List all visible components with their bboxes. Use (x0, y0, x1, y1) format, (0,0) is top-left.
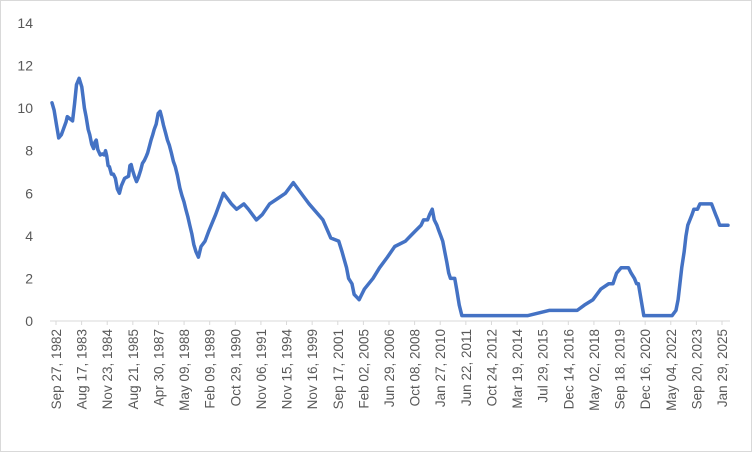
x-tick-label: Nov 16, 1999 (305, 329, 320, 409)
x-tick-label: Nov 06, 1991 (254, 329, 269, 409)
y-tick-label: 14 (17, 15, 33, 31)
x-tick-label: Jun 22, 2011 (459, 329, 474, 406)
x-tick-label: Oct 29, 1990 (228, 329, 243, 406)
x-tick-label: Jun 29, 2006 (382, 329, 397, 407)
x-tick-label: Oct 24, 2012 (484, 329, 499, 406)
x-tick-label: Aug 21, 1985 (126, 329, 141, 409)
x-tick-label: May 04, 2022 (664, 329, 679, 411)
x-tick-label: May 09, 1988 (177, 329, 192, 411)
x-axis: Sep 27, 1982 Aug 17, 1983 Nov 23, 1984 Aug … (49, 321, 730, 411)
x-tick-label: Jul 29, 2015 (536, 329, 551, 403)
y-tick-label: 0 (25, 313, 33, 329)
y-tick-label: 10 (17, 100, 33, 116)
y-tick-label: 8 (25, 143, 33, 159)
x-tick-label: May 02, 2018 (587, 329, 602, 411)
x-tick-label: Jan 29, 2025 (715, 329, 730, 407)
x-tick-label: Sep 17, 2001 (331, 329, 346, 409)
y-tick-label: 2 (25, 270, 33, 286)
x-tick-label: Sep 27, 1982 (49, 329, 64, 409)
x-tick-label: Aug 17, 1983 (75, 329, 90, 409)
y-axis: 0 2 4 6 8 10 12 14 (17, 15, 33, 329)
x-tick-label: Mar 19, 2014 (510, 329, 525, 409)
x-tick-label: Jan 27, 2010 (433, 329, 448, 407)
x-tick-label: Oct 08, 2008 (408, 329, 423, 406)
x-tick-label: Dec 14, 2016 (561, 329, 576, 409)
x-tick-label: Feb 02, 2005 (356, 329, 371, 409)
series-line (50, 76, 730, 318)
y-tick-label: 6 (25, 185, 33, 201)
x-tick-label: Sep 18, 2019 (613, 329, 628, 409)
y-tick-label: 4 (25, 228, 33, 244)
x-tick-label: Nov 23, 1984 (100, 329, 115, 410)
x-tick-label: Apr 30, 1987 (151, 329, 166, 406)
x-tick-label: Feb 09, 1989 (203, 329, 218, 409)
y-tick-label: 12 (17, 58, 33, 74)
x-tick-label: Nov 15, 1994 (280, 329, 295, 410)
x-tick-label: Dec 16, 2020 (638, 329, 653, 409)
x-tick-label: Sep 20, 2023 (689, 329, 704, 409)
